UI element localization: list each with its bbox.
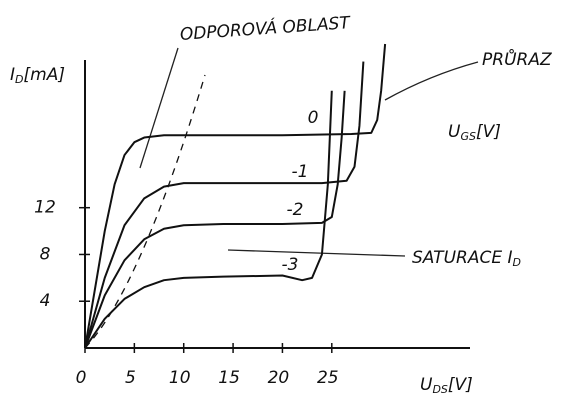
label-symbol: U (420, 375, 433, 395)
series-label: -3 (282, 255, 299, 275)
series-label: -1 (292, 162, 309, 182)
leader-line (228, 250, 405, 256)
y-tick-label: 8 (40, 244, 51, 264)
legend-title: UGS[V] (448, 122, 501, 143)
label-unit: [mA] (24, 65, 65, 85)
pinch-off-boundary (85, 75, 205, 348)
leader-line (385, 62, 478, 100)
leader-line (140, 48, 178, 168)
y-tick-label: 4 (40, 291, 51, 311)
series-line (85, 91, 345, 348)
label-unit: [V] (448, 375, 473, 395)
x-tick-label: 15 (218, 368, 240, 388)
annotation: SATURACE ID (412, 248, 521, 269)
chart: ODPOROVÁ OBLAST PRŮRAZ SATURACE ID ID[mA… (0, 0, 587, 404)
x-axis-label: UDS[V] (420, 375, 473, 396)
x-tick-label: 10 (169, 368, 191, 388)
axes (85, 60, 470, 348)
label-sub: D (15, 73, 23, 86)
annotation-text: SATURACE I (412, 248, 512, 268)
annotation-sub: D (512, 256, 520, 269)
x-tick-label: 25 (317, 368, 339, 388)
annotation: ODPOROVÁ OBLAST (179, 11, 352, 45)
label-sub: DS (432, 383, 447, 396)
x-tick-label: 20 (268, 368, 290, 388)
label-unit: [V] (476, 122, 501, 142)
x-tick-label: 0 (76, 368, 87, 388)
x-tick-label: 5 (125, 368, 136, 388)
series-label: -2 (287, 200, 304, 220)
label-sub: GS (460, 130, 476, 143)
annotation: PRŮRAZ (482, 48, 552, 70)
series-line (85, 44, 385, 348)
series-line (85, 62, 363, 348)
series-label: 0 (308, 108, 319, 128)
label-symbol: U (448, 122, 461, 142)
y-axis-label: ID[mA] (10, 65, 65, 86)
y-tick-label: 12 (34, 198, 56, 218)
